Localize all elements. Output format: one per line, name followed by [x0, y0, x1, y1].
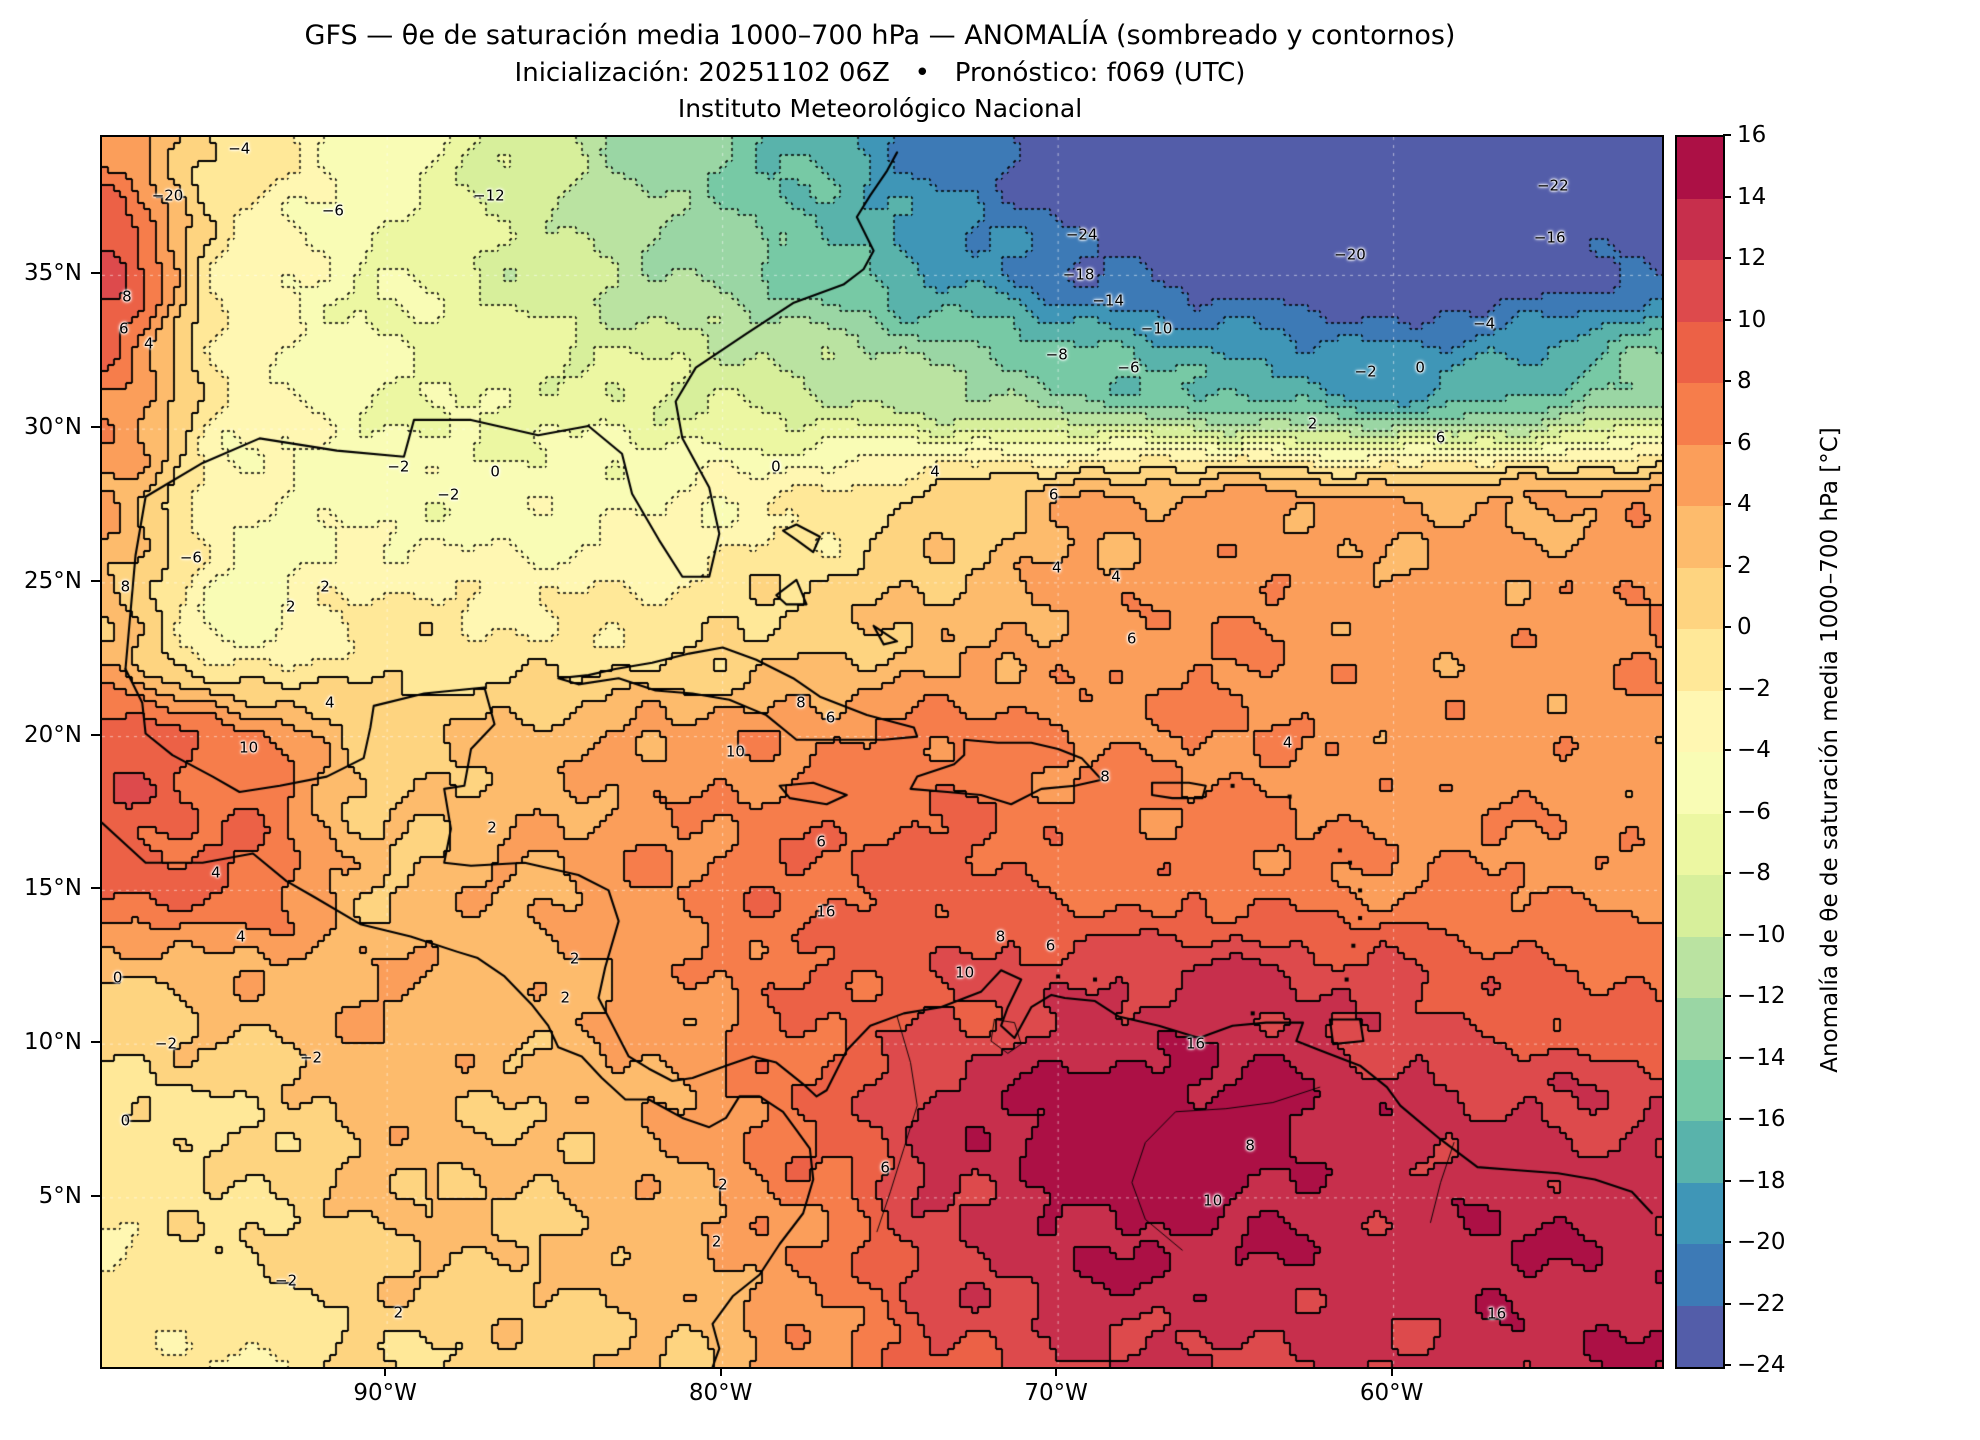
- map-canvas: [102, 137, 1662, 1367]
- colorbar-tick-mark: [1723, 1364, 1731, 1366]
- colorbar-tick-label: 8: [1737, 368, 1752, 394]
- colorbar-band: [1677, 1121, 1723, 1183]
- map-area: −4 −20 −6 −12 −22 −24 −16 −20 −18 −14 −10 −8 −6 −4 −2 0…: [100, 135, 1664, 1369]
- y-tick-label: 20°N: [24, 721, 82, 748]
- colorbar-band: [1677, 629, 1723, 691]
- colorbar-band: [1677, 875, 1723, 937]
- colorbar-tick-label: 6: [1737, 429, 1752, 456]
- colorbar-ticks: 16 14 12 10 8 6 4 2 0 −2 −4 −6 −8 −10 −12 −14 −16 −18 −20 −…: [1723, 122, 1833, 1378]
- colorbar-tick-mark: [1723, 503, 1731, 505]
- colorbar-band: [1677, 813, 1723, 875]
- colorbar-tick-mark: [1723, 257, 1731, 259]
- colorbar-band: [1677, 137, 1723, 199]
- colorbar-tick-label: −24: [1737, 1352, 1786, 1378]
- colorbar-band: [1677, 1059, 1723, 1121]
- colorbar-tick-label: −14: [1737, 1044, 1786, 1071]
- chart-subtitle-institution: Instituto Meteorológico Nacional: [677, 94, 1083, 123]
- x-tick-label: 90°W: [353, 1380, 417, 1406]
- y-tick-mark: [91, 579, 100, 582]
- colorbar-tick-label: −4: [1737, 737, 1771, 763]
- y-tick-label: 15°N: [24, 875, 82, 902]
- y-tick-label: 25°N: [24, 567, 82, 594]
- colorbar-band: [1677, 1182, 1723, 1244]
- colorbar-band: [1677, 936, 1723, 998]
- colorbar-tick-mark: [1723, 1302, 1731, 1305]
- y-tick-mark: [91, 887, 100, 890]
- colorbar-band: [1677, 567, 1723, 629]
- colorbar-tick-label: −16: [1737, 1106, 1786, 1132]
- x-tick-label: 60°W: [1359, 1380, 1424, 1406]
- colorbar-tick-label: 0: [1737, 614, 1752, 640]
- y-tick-mark: [91, 272, 100, 275]
- colorbar-band: [1677, 1305, 1723, 1367]
- y-tick-label: 5°N: [38, 1182, 82, 1209]
- colorbar-band: [1677, 383, 1723, 445]
- colorbar-tick-label: −20: [1737, 1229, 1786, 1255]
- colorbar-tick-label: 4: [1737, 491, 1752, 517]
- colorbar-tick-label: −6: [1737, 798, 1771, 825]
- colorbar-tick-label: 10: [1737, 306, 1767, 333]
- chart-title: GFS — θe de saturación media 1000–700 hP…: [304, 20, 1456, 51]
- y-tick-mark: [91, 1194, 100, 1197]
- colorbar-band: [1677, 998, 1723, 1060]
- colorbar-band: [1677, 690, 1723, 752]
- longitude-axis: 90°W 80°W 70°W 60°W: [100, 1367, 1660, 1422]
- colorbar-tick-mark: [1723, 134, 1731, 136]
- x-tick-mark: [384, 1367, 387, 1376]
- x-tick-mark: [719, 1367, 722, 1376]
- colorbar-tick-label: −12: [1737, 983, 1786, 1009]
- colorbar-tick-mark: [1723, 1118, 1731, 1120]
- colorbar-band: [1677, 506, 1723, 568]
- colorbar-tick-mark: [1723, 687, 1731, 690]
- colorbar-tick-mark: [1723, 441, 1731, 444]
- colorbar-tick-mark: [1723, 872, 1731, 874]
- colorbar-tick-label: 12: [1737, 245, 1767, 271]
- colorbar-band: [1677, 752, 1723, 814]
- colorbar-tick-mark: [1723, 626, 1731, 628]
- colorbar-tick-mark: [1723, 1179, 1731, 1182]
- colorbar-tick-mark: [1723, 195, 1731, 198]
- colorbar-band: [1677, 260, 1723, 322]
- colorbar-band: [1677, 444, 1723, 506]
- x-tick-mark: [1390, 1367, 1393, 1376]
- colorbar-tick-mark: [1723, 1056, 1731, 1059]
- colorbar-tick-label: −22: [1737, 1290, 1786, 1317]
- colorbar-tick-mark: [1723, 749, 1731, 751]
- colorbar-axis-label: Anomalía de θe de saturación media 1000–…: [1817, 427, 1843, 1073]
- x-tick-label: 70°W: [1024, 1380, 1088, 1406]
- x-tick-mark: [1055, 1367, 1058, 1376]
- colorbar-tick-label: −2: [1737, 675, 1771, 702]
- colorbar-tick-mark: [1723, 995, 1731, 997]
- colorbar-band: [1677, 321, 1723, 383]
- x-tick-label: 80°W: [688, 1380, 753, 1406]
- y-tick-label: 10°N: [24, 1029, 82, 1056]
- y-tick-mark: [91, 733, 100, 736]
- chart-subtitle-init-forecast: Inicialización: 20251102 06Z • Pronóstic…: [514, 58, 1246, 88]
- y-tick-mark: [91, 1041, 100, 1044]
- colorbar-band: [1677, 1244, 1723, 1306]
- colorbar-tick-mark: [1723, 564, 1731, 567]
- colorbar-tick-mark: [1723, 810, 1731, 813]
- y-tick-label: 30°N: [24, 414, 82, 441]
- y-tick-label: 35°N: [24, 260, 82, 287]
- colorbar-tick-label: 14: [1737, 183, 1767, 210]
- colorbar-tick-mark: [1723, 933, 1731, 936]
- colorbar-tick-label: −10: [1737, 921, 1786, 948]
- latitude-axis: 35°N 30°N 25°N 20°N 15°N 10°N 5°N: [0, 135, 100, 1365]
- colorbar: [1675, 135, 1725, 1369]
- colorbar-tick-label: 2: [1737, 552, 1752, 579]
- colorbar-band: [1677, 198, 1723, 260]
- y-tick-mark: [91, 426, 100, 429]
- colorbar-tick-mark: [1723, 1241, 1731, 1243]
- colorbar-tick-label: −18: [1737, 1167, 1786, 1194]
- colorbar-tick-mark: [1723, 380, 1731, 382]
- colorbar-tick-label: 16: [1737, 122, 1767, 148]
- colorbar-tick-label: −8: [1737, 860, 1771, 886]
- colorbar-tick-mark: [1723, 318, 1731, 321]
